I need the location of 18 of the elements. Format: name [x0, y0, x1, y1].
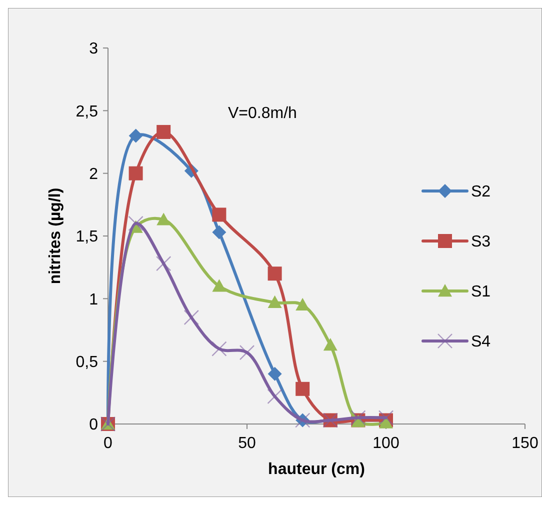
x-tick-label: 50 — [238, 435, 256, 452]
legend-label: S1 — [471, 284, 491, 301]
annotation: V=0.8m/h — [228, 105, 297, 122]
legend-label: S2 — [471, 184, 491, 201]
legend-label: S4 — [471, 334, 491, 351]
y-tick-label: 1 — [89, 291, 98, 308]
y-tick-label: 0,5 — [76, 354, 98, 371]
x-tick-label: 150 — [512, 435, 538, 452]
y-tick-label: 2 — [89, 166, 98, 183]
x-axis-title: hauteur (cm) — [268, 461, 365, 478]
y-tick-label: 0 — [89, 416, 98, 434]
y-tick-label: 2,5 — [76, 103, 98, 120]
y-axis-title: nitrites (µg/l) — [47, 188, 64, 284]
x-tick-label: 100 — [372, 435, 400, 452]
y-tick-label: 3 — [89, 40, 98, 58]
y-tick-label: 1,5 — [76, 228, 98, 246]
x-tick-label: 0 — [104, 435, 113, 452]
legend-label: S3 — [471, 234, 491, 251]
